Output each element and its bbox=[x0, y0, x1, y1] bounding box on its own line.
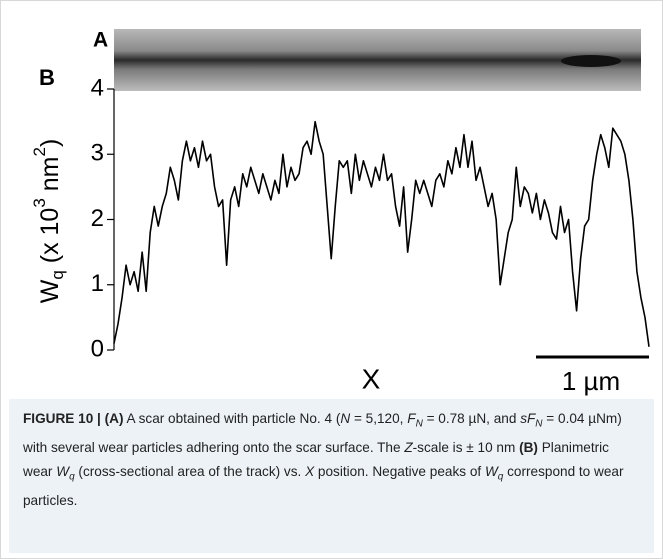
caption-text: F bbox=[407, 411, 416, 426]
x-axis-label: X bbox=[362, 363, 381, 394]
caption-text: correspond to wear particles. bbox=[23, 463, 624, 508]
y-label-part: q bbox=[48, 270, 67, 279]
caption-text: Z bbox=[404, 440, 413, 456]
caption-text: -scale is ± 10 nm bbox=[412, 440, 520, 456]
caption-text: A scar obtained with particle No. 4 ( bbox=[123, 411, 341, 426]
y-tick-label: 3 bbox=[91, 140, 104, 167]
scale-bar-label: 1 µm bbox=[562, 366, 620, 396]
caption-text: N bbox=[535, 418, 543, 430]
caption-text: q bbox=[497, 471, 504, 483]
caption-text: position. Negative peaks of bbox=[314, 463, 485, 479]
y-tick-label: 1 bbox=[91, 270, 104, 297]
scar-image-particle bbox=[561, 55, 621, 67]
caption-text: Planimetric wear bbox=[23, 440, 609, 479]
scar-image bbox=[114, 29, 641, 91]
caption-text: W bbox=[484, 463, 498, 479]
y-label-part: 2 bbox=[30, 147, 49, 156]
y-label-part: nm bbox=[36, 157, 64, 199]
caption-text: sF bbox=[520, 411, 536, 426]
caption-text: = 0.78 µN, and bbox=[422, 411, 521, 426]
panel-label: B bbox=[39, 65, 55, 90]
caption-text: = 0.04 µNm) with several wear particles … bbox=[23, 411, 622, 456]
caption-text: (B) bbox=[519, 440, 538, 456]
caption-text: W bbox=[56, 463, 70, 479]
caption-text: FIGURE 10 | (A) bbox=[23, 411, 124, 426]
caption-text: (cross-sectional area of the track) vs. bbox=[74, 463, 306, 479]
y-axis-label: Wq (x 103 nm2) bbox=[30, 139, 67, 304]
caption: FIGURE 10 | (A) A scar obtained with par… bbox=[9, 399, 654, 553]
y-tick-label: 2 bbox=[91, 205, 104, 232]
y-label-part: ) bbox=[36, 139, 64, 147]
caption-text: = 5,120, bbox=[350, 411, 408, 426]
caption-text: X bbox=[305, 463, 315, 479]
data-line bbox=[113, 120, 650, 347]
caption-text: q bbox=[69, 471, 75, 483]
y-tick-label: 4 bbox=[91, 74, 104, 101]
caption-text: N bbox=[340, 411, 351, 426]
y-tick-label: 0 bbox=[91, 335, 104, 362]
y-label-part: (x 10 bbox=[36, 208, 64, 271]
y-label-part: 3 bbox=[30, 198, 49, 207]
caption-text: N bbox=[415, 418, 423, 430]
panel-label: A bbox=[93, 29, 108, 52]
y-label-part: W bbox=[36, 279, 64, 303]
